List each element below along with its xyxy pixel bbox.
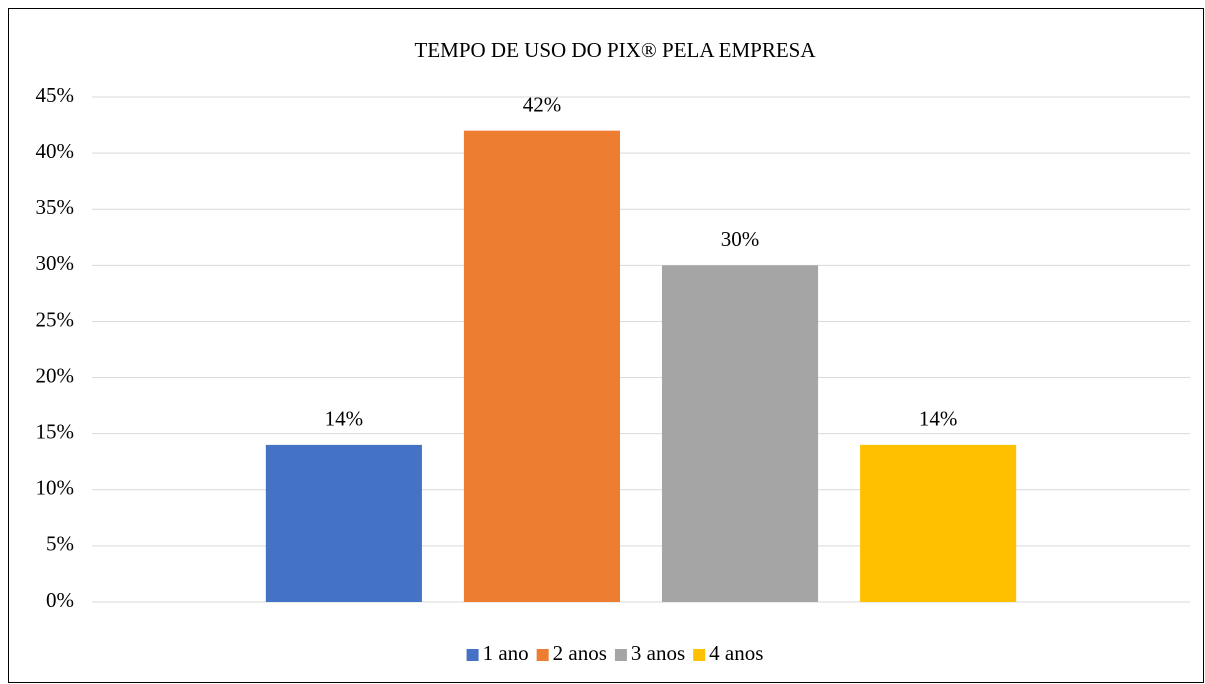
- y-tick-label: 30%: [36, 251, 75, 275]
- y-tick-label: 35%: [36, 195, 75, 219]
- chart-title: TEMPO DE USO DO PIX® PELA EMPRESA: [415, 38, 817, 62]
- bar: [463, 130, 621, 602]
- bar: [860, 444, 1017, 602]
- value-label: 42%: [523, 92, 562, 116]
- y-tick-label: 0%: [46, 588, 74, 612]
- legend-label: 1 ano: [483, 641, 529, 665]
- legend-swatch: [536, 649, 549, 661]
- y-tick-label: 25%: [36, 307, 75, 331]
- legend-label: 2 anos: [553, 641, 607, 665]
- bar: [661, 265, 819, 602]
- y-tick-label: 5%: [46, 532, 74, 556]
- legend-swatch: [466, 649, 479, 661]
- bar: [265, 444, 422, 602]
- y-tick-label: 20%: [36, 363, 75, 387]
- value-label: 30%: [721, 227, 760, 251]
- value-label: 14%: [919, 407, 958, 431]
- legend-label: 3 anos: [631, 641, 685, 665]
- legend-label: 4 anos: [709, 641, 763, 665]
- legend-swatch: [693, 649, 706, 661]
- y-tick-label: 40%: [36, 139, 75, 163]
- y-tick-label: 45%: [36, 83, 75, 107]
- y-tick-label: 15%: [36, 419, 75, 443]
- legend-swatch: [614, 649, 627, 661]
- y-tick-label: 10%: [36, 476, 75, 500]
- value-label: 14%: [325, 407, 364, 431]
